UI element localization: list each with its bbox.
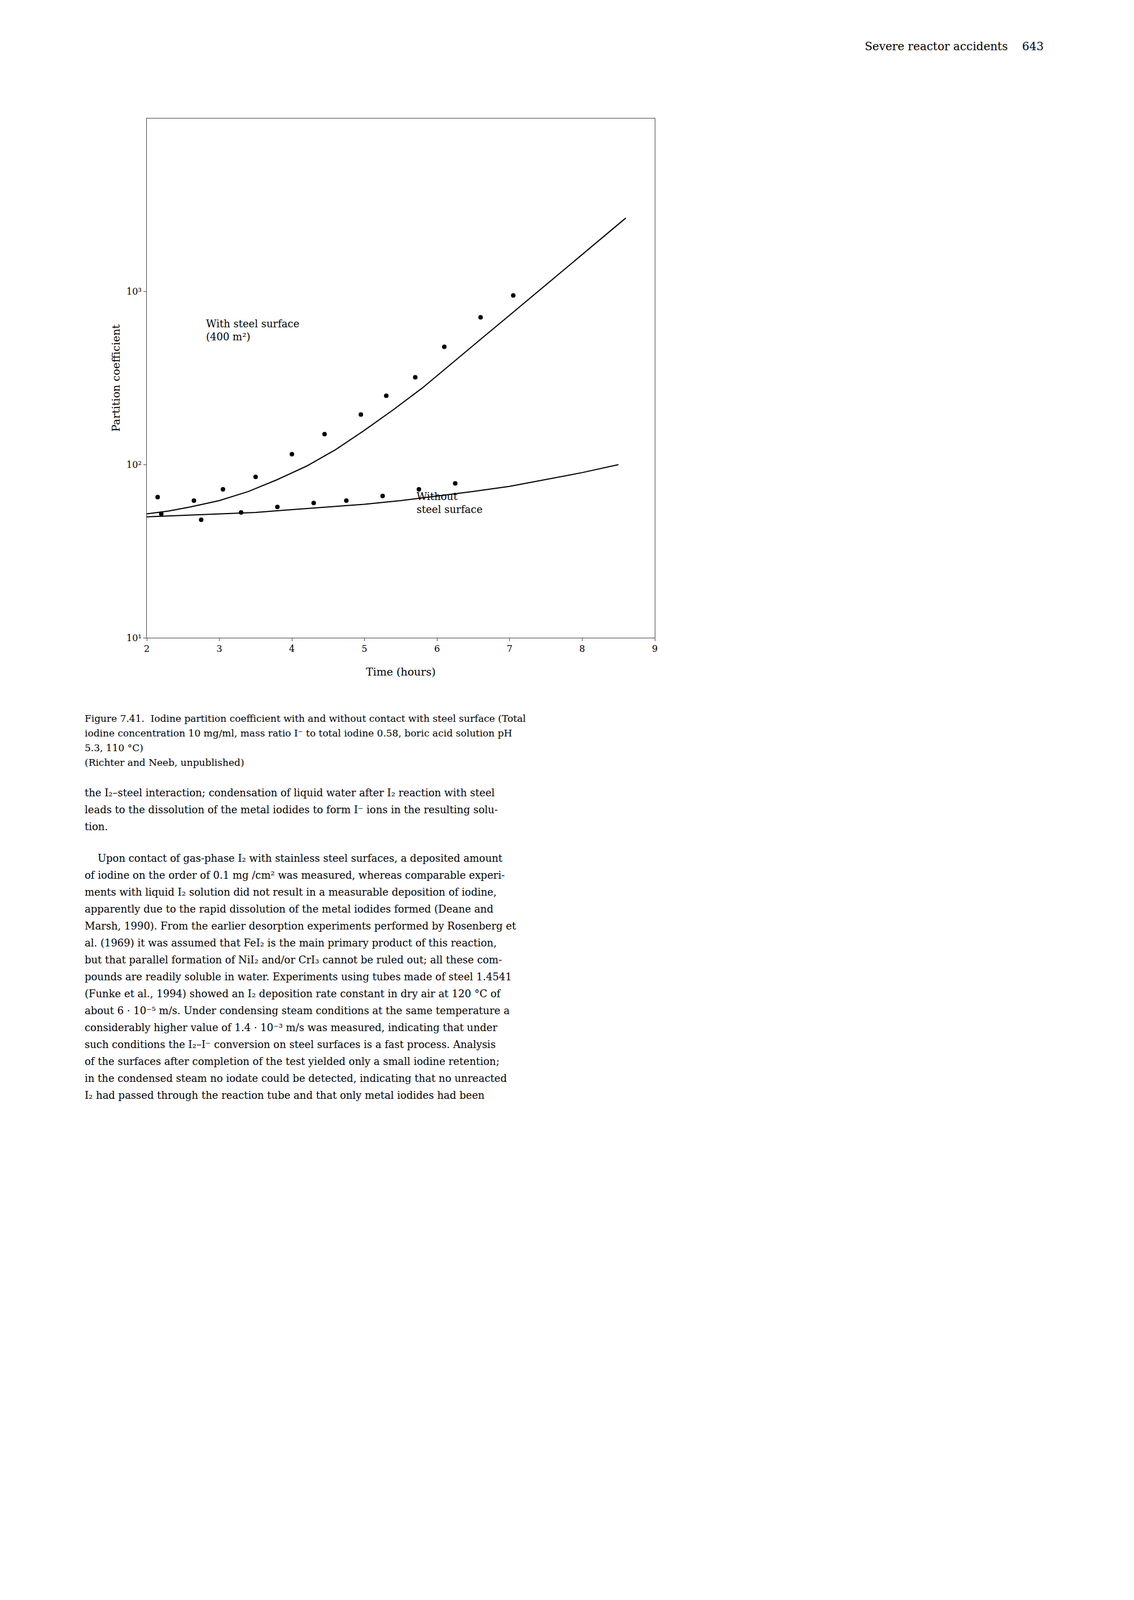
html-text:of iodine on the order of 0.1: of iodine on the order of 0.1 mg /cm² wa… [84, 869, 505, 882]
html-text:apparently due to the rapid di: apparently due to the rapid dissolution … [84, 903, 494, 915]
html-text:tion.: tion. [84, 820, 108, 833]
svg-text:10³: 10³ [126, 286, 142, 297]
svg-text:6: 6 [434, 643, 440, 655]
svg-text:Time (hours): Time (hours) [365, 665, 436, 678]
html-text:of the surfaces after completi: of the surfaces after completion of the … [84, 1055, 500, 1068]
html-text:al. (1969) it was assumed that: al. (1969) it was assumed that FeI₂ is t… [84, 937, 497, 949]
svg-text:3: 3 [216, 643, 222, 655]
svg-text:Withoutsteel surface: Withoutsteel surface [416, 490, 483, 516]
html-text:ments with liquid I₂ solution: ments with liquid I₂ solution did not re… [84, 886, 497, 899]
html-text:about 6 · 10⁻⁵ m/s. Under cond: about 6 · 10⁻⁵ m/s. Under condensing ste… [84, 1004, 510, 1017]
svg-text:2: 2 [143, 643, 150, 655]
svg-text:10¹: 10¹ [126, 632, 142, 644]
svg-text:9: 9 [651, 643, 658, 655]
svg-text:10²: 10² [126, 459, 142, 471]
html-text:(Richter and Neeb, unpublished: (Richter and Neeb, unpublished) [84, 756, 245, 769]
html-text:the I₂–steel interaction; cond: the I₂–steel interaction; condensation o… [84, 786, 495, 799]
html-text:considerably higher value of 1: considerably higher value of 1.4 · 10⁻³ … [84, 1021, 498, 1034]
html-text:5.3, 110 °C): 5.3, 110 °C) [84, 742, 144, 754]
svg-text:With steel surface(400 m²): With steel surface(400 m²) [206, 317, 300, 343]
html-text:Marsh, 1990). From the earlier: Marsh, 1990). From the earlier desorptio… [84, 920, 516, 932]
svg-text:8: 8 [579, 643, 585, 655]
html-text:in the condensed steam no ioda: in the condensed steam no iodate could b… [84, 1072, 507, 1085]
html-text:Figure 7.41. Iodine partition: Figure 7.41. Iodine partition coefficien… [84, 712, 526, 725]
html-text:Severe reactor accidents 643: Severe reactor accidents 643 [864, 39, 1044, 54]
svg-text:5: 5 [361, 643, 368, 655]
html-text:leads to the dissolution of th: leads to the dissolution of the metal io… [84, 803, 498, 816]
svg-text:7: 7 [506, 643, 513, 655]
html-text:iodine concentration 10 mg/ml,: iodine concentration 10 mg/ml, mass rati… [84, 727, 513, 739]
svg-text:Partition coefficient: Partition coefficient [109, 324, 122, 433]
html-text:Upon contact of gas-phase I₂ w: Upon contact of gas-phase I₂ with stainl… [84, 852, 503, 865]
html-text:(Funke et al., 1994) showed an: (Funke et al., 1994) showed an I₂ deposi… [84, 987, 501, 1000]
svg-text:4: 4 [289, 643, 295, 655]
html-text:such conditions the I₂–I⁻ conv: such conditions the I₂–I⁻ conversion on … [84, 1038, 496, 1051]
html-text:but that parallel formation of: but that parallel formation of NiI₂ and/… [84, 953, 502, 966]
html-text:I₂ had passed through the reac: I₂ had passed through the reaction tube … [84, 1089, 485, 1102]
html-text:pounds are readily soluble in: pounds are readily soluble in water. Exp… [84, 970, 512, 983]
